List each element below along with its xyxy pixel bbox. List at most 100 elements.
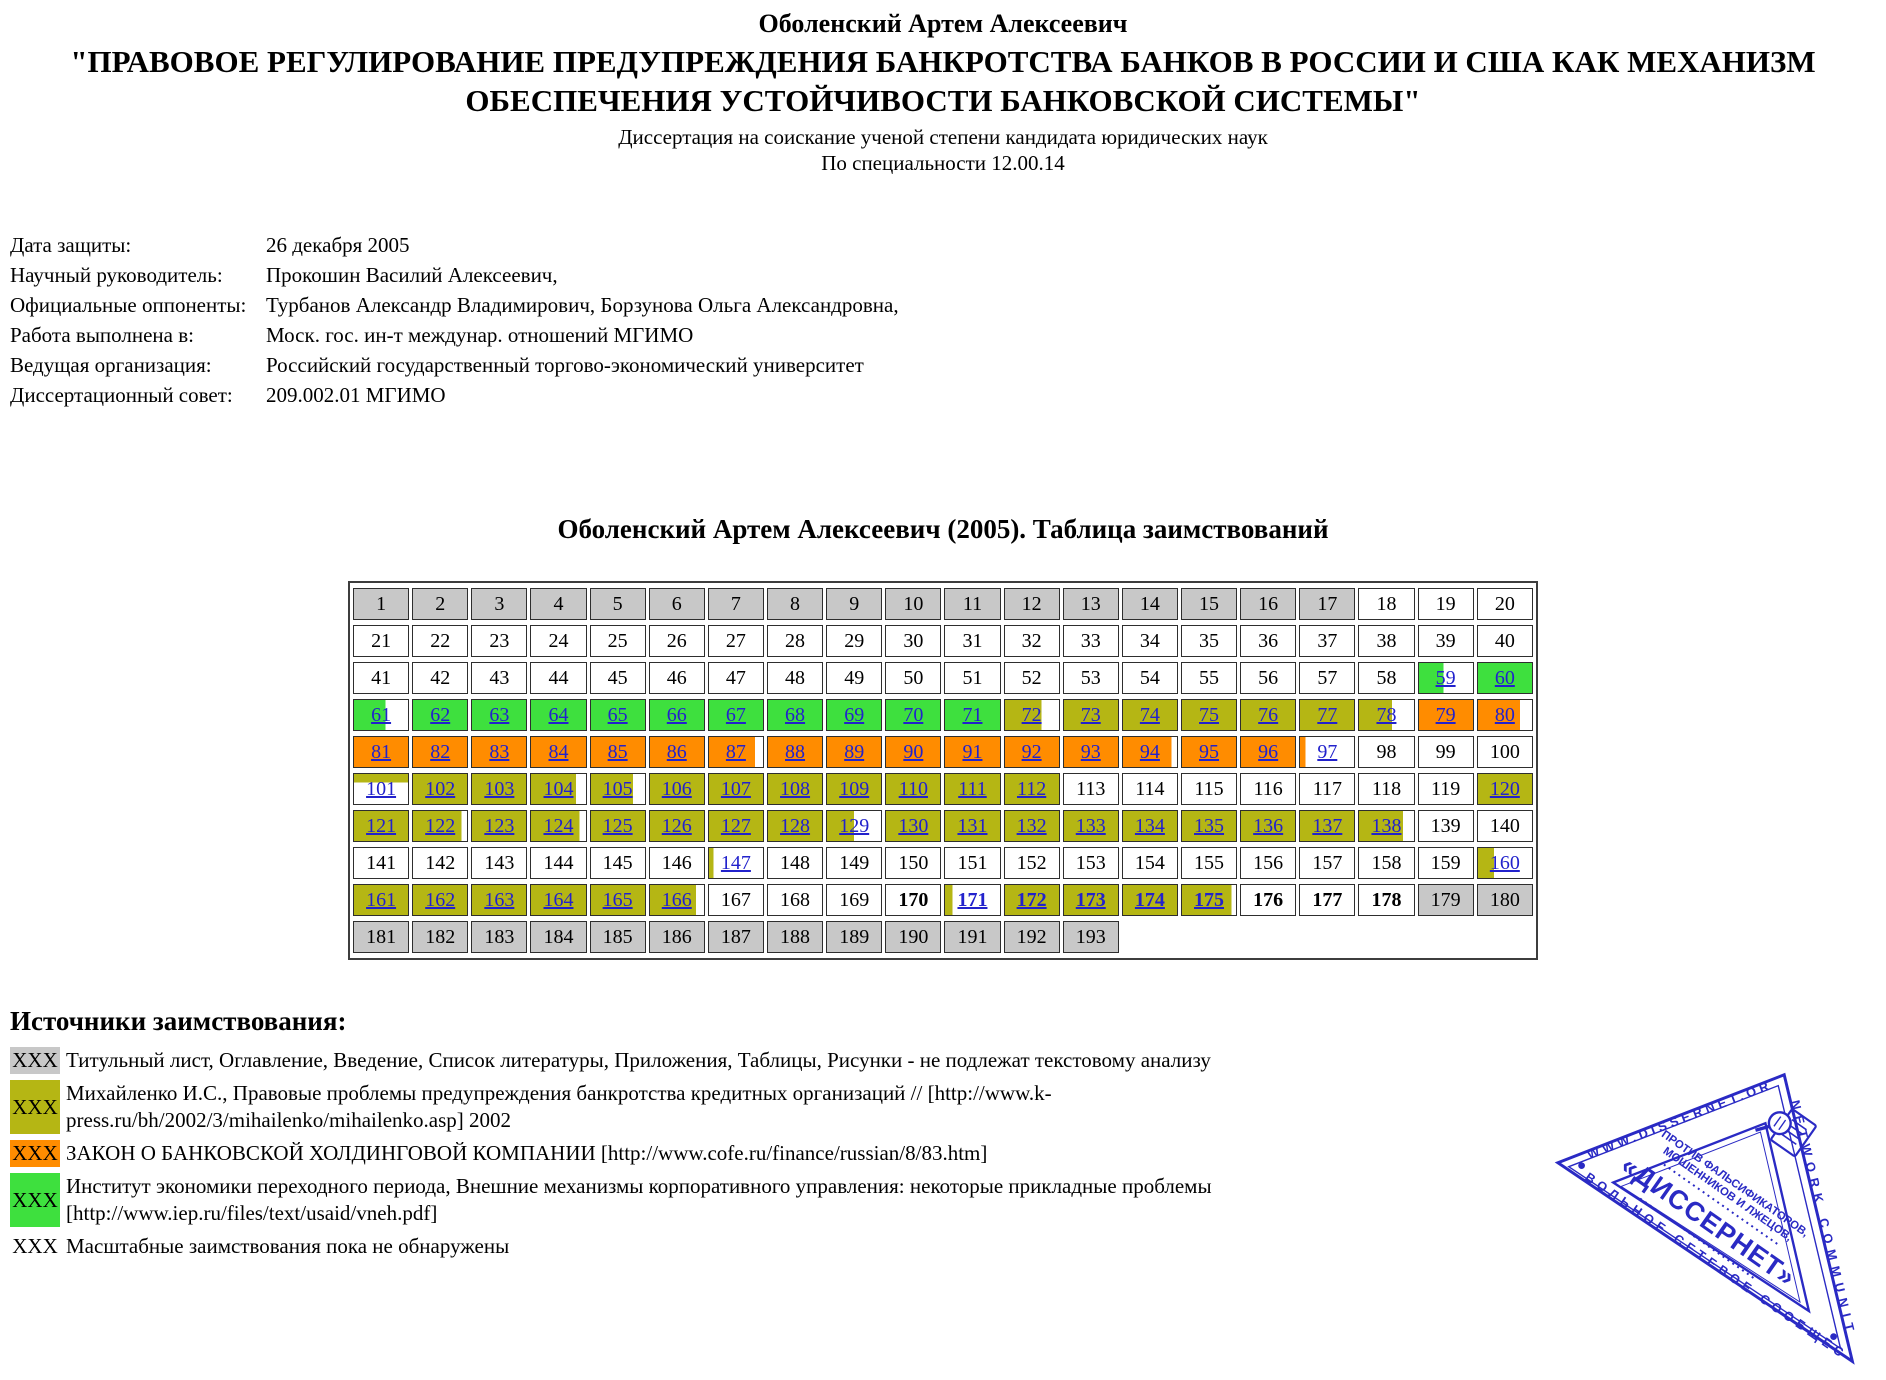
page-link[interactable]: 91 bbox=[962, 741, 983, 763]
page-link[interactable]: 171 bbox=[957, 889, 988, 911]
page-link[interactable]: 122 bbox=[425, 815, 456, 837]
grid-cell[interactable]: 121 bbox=[353, 810, 410, 842]
grid-cell[interactable]: 173 bbox=[1062, 884, 1119, 916]
grid-cell[interactable]: 130 bbox=[885, 810, 942, 842]
page-link[interactable]: 103 bbox=[484, 778, 515, 800]
page-link[interactable]: 120 bbox=[1489, 778, 1520, 800]
grid-cell[interactable]: 137 bbox=[1299, 810, 1356, 842]
grid-cell[interactable]: 126 bbox=[648, 810, 705, 842]
page-link[interactable]: 63 bbox=[489, 704, 510, 726]
page-link[interactable]: 79 bbox=[1435, 704, 1456, 726]
page-link[interactable]: 126 bbox=[661, 815, 692, 837]
page-link[interactable]: 106 bbox=[661, 778, 692, 800]
page-link[interactable]: 147 bbox=[720, 852, 751, 874]
page-link[interactable]: 137 bbox=[1312, 815, 1343, 837]
grid-cell[interactable]: 66 bbox=[648, 699, 705, 731]
page-link[interactable]: 136 bbox=[1253, 815, 1284, 837]
grid-cell[interactable]: 84 bbox=[530, 736, 587, 768]
grid-cell[interactable]: 147 bbox=[707, 847, 764, 879]
grid-cell[interactable]: 75 bbox=[1180, 699, 1238, 731]
grid-cell[interactable]: 63 bbox=[471, 699, 528, 731]
page-link[interactable]: 82 bbox=[430, 741, 451, 763]
page-link[interactable]: 163 bbox=[484, 889, 515, 911]
page-link[interactable]: 61 bbox=[371, 704, 392, 726]
grid-cell[interactable]: 74 bbox=[1121, 699, 1178, 731]
page-link[interactable]: 85 bbox=[607, 741, 628, 763]
page-link[interactable]: 124 bbox=[543, 815, 574, 837]
grid-cell[interactable]: 92 bbox=[1003, 736, 1060, 768]
grid-cell[interactable]: 89 bbox=[826, 736, 883, 768]
page-link[interactable]: 138 bbox=[1371, 815, 1402, 837]
page-link[interactable]: 162 bbox=[425, 889, 456, 911]
page-link[interactable]: 80 bbox=[1494, 704, 1515, 726]
page-link[interactable]: 86 bbox=[666, 741, 687, 763]
grid-cell[interactable]: 97 bbox=[1299, 736, 1356, 768]
page-link[interactable]: 93 bbox=[1080, 741, 1101, 763]
page-link[interactable]: 69 bbox=[844, 704, 865, 726]
grid-cell[interactable]: 88 bbox=[766, 736, 824, 768]
page-link[interactable]: 77 bbox=[1317, 704, 1338, 726]
page-link[interactable]: 96 bbox=[1258, 741, 1279, 763]
grid-cell[interactable]: 72 bbox=[1003, 699, 1060, 731]
grid-cell[interactable]: 134 bbox=[1121, 810, 1178, 842]
page-link[interactable]: 130 bbox=[898, 815, 929, 837]
grid-cell[interactable]: 85 bbox=[589, 736, 646, 768]
grid-cell[interactable]: 82 bbox=[412, 736, 469, 768]
page-link[interactable]: 172 bbox=[1016, 889, 1047, 911]
grid-cell[interactable]: 104 bbox=[530, 773, 587, 805]
grid-cell[interactable]: 62 bbox=[412, 699, 469, 731]
page-link[interactable]: 78 bbox=[1376, 704, 1397, 726]
page-link[interactable]: 164 bbox=[543, 889, 574, 911]
grid-cell[interactable]: 101 bbox=[353, 773, 410, 805]
grid-cell[interactable]: 71 bbox=[944, 699, 1001, 731]
grid-cell[interactable]: 70 bbox=[885, 699, 942, 731]
grid-cell[interactable]: 160 bbox=[1476, 847, 1533, 879]
grid-cell[interactable]: 83 bbox=[471, 736, 528, 768]
grid-cell[interactable]: 59 bbox=[1417, 662, 1474, 694]
grid-cell[interactable]: 132 bbox=[1003, 810, 1060, 842]
grid-cell[interactable]: 108 bbox=[766, 773, 824, 805]
grid-cell[interactable]: 68 bbox=[766, 699, 824, 731]
page-link[interactable]: 74 bbox=[1139, 704, 1160, 726]
page-link[interactable]: 68 bbox=[785, 704, 806, 726]
page-link[interactable]: 71 bbox=[962, 704, 983, 726]
page-link[interactable]: 65 bbox=[607, 704, 628, 726]
grid-cell[interactable]: 136 bbox=[1240, 810, 1297, 842]
page-link[interactable]: 95 bbox=[1199, 741, 1220, 763]
page-link[interactable]: 109 bbox=[839, 778, 870, 800]
grid-cell[interactable]: 161 bbox=[353, 884, 410, 916]
page-link[interactable]: 131 bbox=[957, 815, 988, 837]
grid-cell[interactable]: 112 bbox=[1003, 773, 1060, 805]
page-link[interactable]: 76 bbox=[1258, 704, 1279, 726]
page-link[interactable]: 94 bbox=[1139, 741, 1160, 763]
grid-cell[interactable]: 76 bbox=[1240, 699, 1297, 731]
grid-cell[interactable]: 102 bbox=[412, 773, 469, 805]
page-link[interactable]: 127 bbox=[720, 815, 751, 837]
page-link[interactable]: 173 bbox=[1075, 889, 1106, 911]
page-link[interactable]: 84 bbox=[548, 741, 569, 763]
page-link[interactable]: 62 bbox=[430, 704, 451, 726]
grid-cell[interactable]: 172 bbox=[1003, 884, 1060, 916]
grid-cell[interactable]: 120 bbox=[1476, 773, 1533, 805]
page-link[interactable]: 64 bbox=[548, 704, 569, 726]
grid-cell[interactable]: 123 bbox=[471, 810, 528, 842]
page-link[interactable]: 175 bbox=[1194, 889, 1225, 911]
grid-cell[interactable]: 138 bbox=[1358, 810, 1415, 842]
page-link[interactable]: 123 bbox=[484, 815, 515, 837]
page-link[interactable]: 92 bbox=[1021, 741, 1042, 763]
page-link[interactable]: 101 bbox=[366, 778, 397, 800]
grid-cell[interactable]: 65 bbox=[589, 699, 646, 731]
grid-cell[interactable]: 124 bbox=[530, 810, 587, 842]
grid-cell[interactable]: 90 bbox=[885, 736, 942, 768]
page-link[interactable]: 108 bbox=[780, 778, 811, 800]
grid-cell[interactable]: 131 bbox=[944, 810, 1001, 842]
page-link[interactable]: 83 bbox=[489, 741, 510, 763]
grid-cell[interactable]: 166 bbox=[648, 884, 705, 916]
page-link[interactable]: 133 bbox=[1075, 815, 1106, 837]
grid-cell[interactable]: 67 bbox=[707, 699, 764, 731]
page-link[interactable]: 161 bbox=[366, 889, 397, 911]
grid-cell[interactable]: 81 bbox=[353, 736, 410, 768]
page-link[interactable]: 90 bbox=[903, 741, 924, 763]
page-link[interactable]: 73 bbox=[1080, 704, 1101, 726]
page-link[interactable]: 166 bbox=[661, 889, 692, 911]
